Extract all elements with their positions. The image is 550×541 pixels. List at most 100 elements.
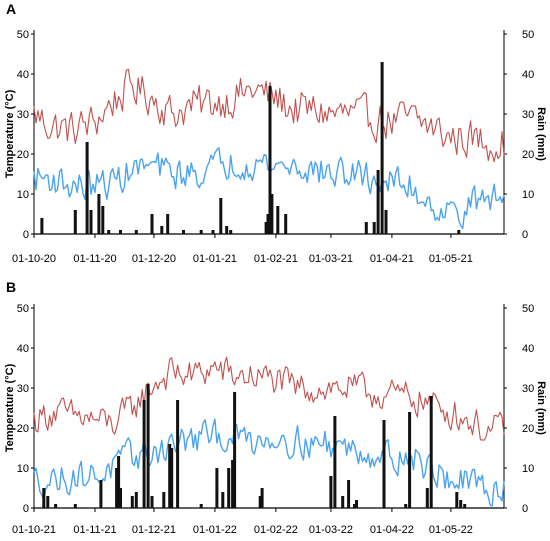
rain-bar (266, 214, 270, 234)
x-tick-label: 01-12-21 (132, 524, 176, 536)
rain-bar (134, 230, 138, 234)
rain-bar (347, 480, 351, 508)
x-tick-label: 01-11-21 (73, 524, 116, 536)
y-right-tick-label: 40 (522, 69, 534, 81)
chart-panel-b: B 0 10 20 30 40 50 0 10 20 30 40 50 Temperature (°C) R… (4, 279, 547, 536)
rain-bar (168, 444, 172, 508)
y-tick-label: 40 (17, 69, 29, 81)
x-tick-label: 01-02-22 (254, 524, 298, 536)
panel-letter: A (6, 1, 16, 17)
rain-bar (341, 496, 345, 508)
rain-bar (150, 214, 154, 234)
rain-bar (355, 500, 358, 508)
y-tick-label: 40 (17, 343, 29, 355)
y-right-tick-label: 30 (522, 109, 534, 121)
rain-bar (119, 488, 122, 508)
series-line-red (33, 356, 505, 441)
rain-bar (219, 198, 223, 234)
x-tick-label: 01-03-22 (309, 524, 353, 536)
y-right-tick-label: 10 (522, 189, 534, 201)
rain-bar (353, 504, 356, 508)
rain-bar (329, 476, 333, 508)
rain-bar (270, 194, 274, 234)
rain-bar (162, 492, 166, 508)
rain-bar (142, 400, 146, 508)
x-tick-label: 01-05-21 (429, 253, 473, 265)
x-tick-label: 01-01-22 (193, 524, 237, 536)
rain-bar (258, 496, 262, 508)
y-axis-label: Temperature (°C) (4, 89, 16, 178)
rain-bar (429, 396, 433, 508)
y-tick-label: 20 (17, 423, 29, 435)
y-axis-label: Temperature (°C) (4, 363, 16, 452)
rain-bar (384, 210, 388, 234)
y-right-tick-label: 10 (522, 463, 534, 475)
rain-bar (380, 62, 384, 234)
rain-bar (199, 230, 203, 234)
y-tick-label: 50 (17, 303, 29, 315)
rain-bar (408, 412, 412, 508)
rain-bar (372, 222, 376, 234)
y-right-tick-label: 50 (522, 303, 534, 315)
panel-letter: B (6, 279, 16, 295)
rain-bar (160, 226, 164, 234)
series-line-blue (33, 418, 505, 507)
rain-bar (260, 488, 264, 508)
rain-bar (382, 420, 386, 508)
y-right-tick-label: 0 (522, 503, 528, 515)
rain-bar (229, 230, 233, 234)
y-tick-label: 0 (23, 503, 29, 515)
rain-bar (166, 214, 170, 234)
chart-panel-a: A 0 10 20 30 40 50 0 10 20 30 40 50 Temperature (°C) R… (4, 1, 547, 265)
x-tick-label: 01-05-22 (429, 524, 473, 536)
rain-bar (101, 206, 105, 234)
rain-bar (115, 468, 119, 508)
rain-bar (225, 226, 229, 234)
y-tick-label: 20 (17, 149, 29, 161)
rain-bar (333, 416, 337, 508)
rain-bar (89, 210, 93, 234)
x-tick-label: 01-11-20 (73, 253, 116, 265)
x-tick-label: 01-02-21 (254, 253, 298, 265)
y-tick-label: 50 (17, 29, 29, 41)
y-right-axis-label: Rain (mm) (535, 381, 547, 435)
y-right-axis-label: Rain (mm) (535, 107, 547, 161)
x-tick-label: 01-12-20 (132, 253, 176, 265)
rain-bar (215, 468, 219, 508)
x-tick-label: 01-10-20 (12, 253, 56, 265)
rain-bar (130, 496, 134, 508)
rain-bar (276, 206, 280, 234)
rain-bar (46, 496, 50, 508)
y-tick-label: 10 (17, 463, 29, 475)
y-right-tick-label: 30 (522, 383, 534, 395)
y-right-tick-label: 20 (522, 423, 534, 435)
y-tick-label: 30 (17, 109, 29, 121)
rain-bar (73, 210, 77, 234)
rain-bar (85, 142, 89, 234)
rain-bar (425, 488, 429, 508)
rain-bar (227, 468, 231, 508)
rain-bar (211, 230, 215, 234)
rain-bar (284, 214, 288, 234)
x-tick-label: 01-01-21 (193, 253, 237, 265)
rain-bar (404, 504, 408, 508)
rain-bar (134, 492, 138, 508)
rain-bar (364, 222, 368, 234)
x-tick-label: 01-03-21 (309, 253, 353, 265)
rain-bar (457, 230, 461, 234)
rain-bar (97, 194, 101, 234)
rain-bar (146, 384, 150, 508)
rain-bar (199, 504, 203, 508)
x-tick-label: 01-10-21 (12, 524, 56, 536)
y-tick-label: 0 (23, 229, 29, 241)
rain-bar (376, 170, 380, 234)
x-tick-label: 01-04-21 (370, 253, 414, 265)
rain-bar (459, 500, 463, 508)
y-right-tick-label: 20 (522, 149, 534, 161)
rain-bar (40, 218, 44, 234)
rain-bar (42, 488, 46, 508)
rain-bar (455, 492, 459, 508)
rain-bar (268, 86, 272, 234)
rain-bar (264, 222, 268, 234)
